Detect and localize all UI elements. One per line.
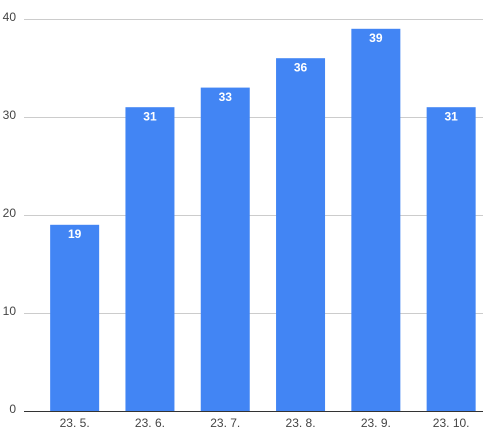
data-label: 19 xyxy=(68,227,82,241)
x-tick-label: 23. 8. xyxy=(286,416,316,430)
bar xyxy=(351,28,401,412)
x-tick-label: 23. 6. xyxy=(135,416,165,430)
y-tick-label: 30 xyxy=(3,108,17,122)
data-label: 36 xyxy=(294,60,308,74)
bar xyxy=(276,58,326,411)
data-label: 39 xyxy=(369,31,383,45)
y-tick-label: 10 xyxy=(3,304,17,318)
x-tick-label: 23. 5. xyxy=(60,416,90,430)
data-label: 33 xyxy=(219,90,233,104)
bar xyxy=(50,224,100,411)
y-tick-label: 0 xyxy=(9,402,16,416)
bar xyxy=(200,87,250,411)
x-tick-label: 23. 10. xyxy=(433,416,470,430)
y-tick-label: 20 xyxy=(3,206,17,220)
x-tick-label: 23. 9. xyxy=(361,416,391,430)
bar xyxy=(426,107,476,411)
data-label: 31 xyxy=(143,109,157,123)
x-tick-label: 23. 7. xyxy=(210,416,240,430)
data-label: 31 xyxy=(444,109,458,123)
bar xyxy=(125,107,175,411)
y-tick-label: 40 xyxy=(3,10,17,24)
